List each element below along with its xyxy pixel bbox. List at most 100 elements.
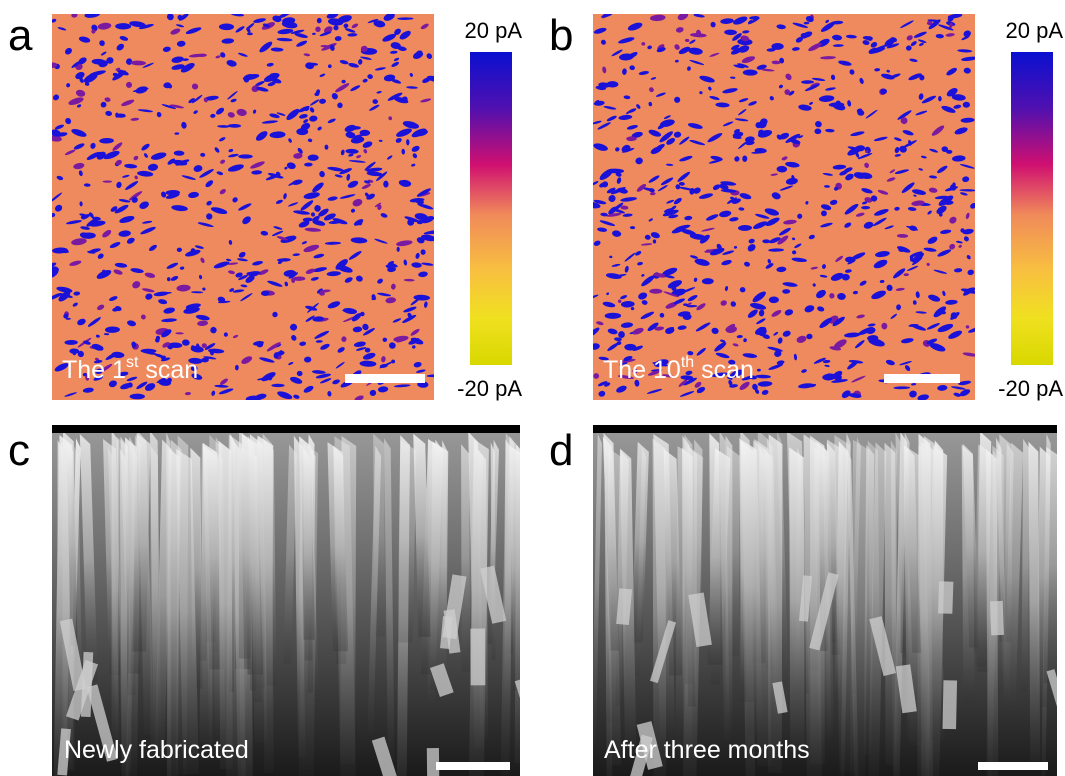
domain bbox=[220, 159, 226, 164]
domain bbox=[277, 391, 293, 400]
domain bbox=[103, 150, 120, 160]
fragment bbox=[772, 681, 788, 714]
domain bbox=[360, 56, 372, 60]
domain bbox=[664, 274, 675, 279]
domain bbox=[727, 377, 733, 380]
domain bbox=[617, 187, 628, 194]
domain bbox=[629, 226, 636, 230]
domain bbox=[324, 144, 329, 150]
domain bbox=[791, 257, 807, 263]
domain bbox=[185, 249, 201, 257]
domain bbox=[966, 255, 971, 260]
domain bbox=[415, 252, 420, 259]
domain bbox=[105, 110, 113, 117]
domain bbox=[226, 258, 232, 262]
nanorod bbox=[867, 440, 881, 735]
domain bbox=[710, 21, 716, 28]
domain bbox=[169, 104, 185, 109]
caption: The 1st scan bbox=[62, 354, 198, 384]
domain bbox=[252, 341, 264, 346]
domain bbox=[782, 282, 798, 287]
domain bbox=[791, 174, 795, 180]
domain bbox=[363, 352, 376, 360]
domain bbox=[597, 122, 611, 130]
nanorod bbox=[53, 434, 73, 776]
domain bbox=[838, 60, 852, 66]
scale-bar bbox=[345, 374, 425, 383]
domain bbox=[383, 14, 395, 21]
domain bbox=[266, 342, 281, 352]
domain bbox=[629, 65, 635, 71]
domain bbox=[813, 357, 826, 364]
domain bbox=[679, 155, 693, 162]
domain bbox=[822, 172, 833, 176]
domain bbox=[618, 114, 633, 120]
domain bbox=[699, 193, 713, 199]
domain bbox=[362, 323, 369, 331]
domain bbox=[363, 180, 371, 184]
domain bbox=[327, 118, 336, 124]
domain bbox=[779, 132, 790, 140]
domain bbox=[337, 15, 352, 23]
domain bbox=[112, 70, 127, 81]
domain bbox=[874, 209, 889, 216]
domain bbox=[699, 75, 715, 83]
nanorod bbox=[468, 439, 489, 776]
domain bbox=[114, 262, 128, 268]
domain bbox=[738, 98, 749, 103]
domain bbox=[210, 326, 217, 334]
domain bbox=[900, 117, 908, 125]
domain bbox=[366, 167, 383, 173]
domain bbox=[160, 357, 171, 362]
domain bbox=[377, 278, 383, 284]
domain bbox=[830, 20, 844, 25]
domain bbox=[820, 204, 832, 211]
domain bbox=[112, 142, 123, 151]
domain bbox=[221, 38, 235, 44]
domain bbox=[758, 328, 767, 337]
domain bbox=[104, 326, 120, 333]
domain bbox=[902, 140, 917, 149]
nanorod bbox=[132, 433, 151, 652]
domain bbox=[179, 266, 185, 270]
domain bbox=[294, 33, 308, 38]
domain bbox=[968, 326, 975, 333]
domain bbox=[267, 81, 276, 87]
domain bbox=[896, 304, 901, 311]
domain bbox=[228, 270, 235, 275]
domain bbox=[830, 74, 836, 81]
domain bbox=[266, 62, 274, 67]
domain bbox=[100, 101, 107, 108]
domain bbox=[863, 221, 874, 229]
domain bbox=[56, 286, 73, 293]
domain bbox=[194, 245, 204, 249]
domain bbox=[333, 25, 339, 31]
domain bbox=[624, 252, 636, 262]
domain bbox=[312, 219, 326, 226]
domain bbox=[410, 298, 420, 306]
domain bbox=[820, 222, 833, 228]
domain bbox=[102, 180, 113, 183]
domain bbox=[273, 226, 283, 230]
domain bbox=[635, 157, 643, 165]
domain bbox=[402, 314, 417, 323]
domain bbox=[312, 267, 328, 273]
domain bbox=[300, 122, 311, 131]
domain bbox=[677, 171, 691, 182]
domain bbox=[756, 318, 766, 325]
domain bbox=[859, 77, 864, 84]
domain bbox=[660, 119, 675, 127]
panel-letter: d bbox=[549, 426, 573, 475]
domain bbox=[394, 97, 409, 104]
domain bbox=[327, 196, 338, 201]
domain bbox=[298, 220, 310, 228]
domain bbox=[255, 80, 265, 87]
domain bbox=[709, 95, 720, 100]
domain bbox=[593, 181, 599, 186]
domain bbox=[324, 241, 342, 245]
domain bbox=[77, 350, 84, 358]
domain bbox=[130, 60, 146, 66]
domain bbox=[880, 88, 887, 95]
domain bbox=[797, 135, 804, 139]
nanorod bbox=[66, 441, 78, 646]
